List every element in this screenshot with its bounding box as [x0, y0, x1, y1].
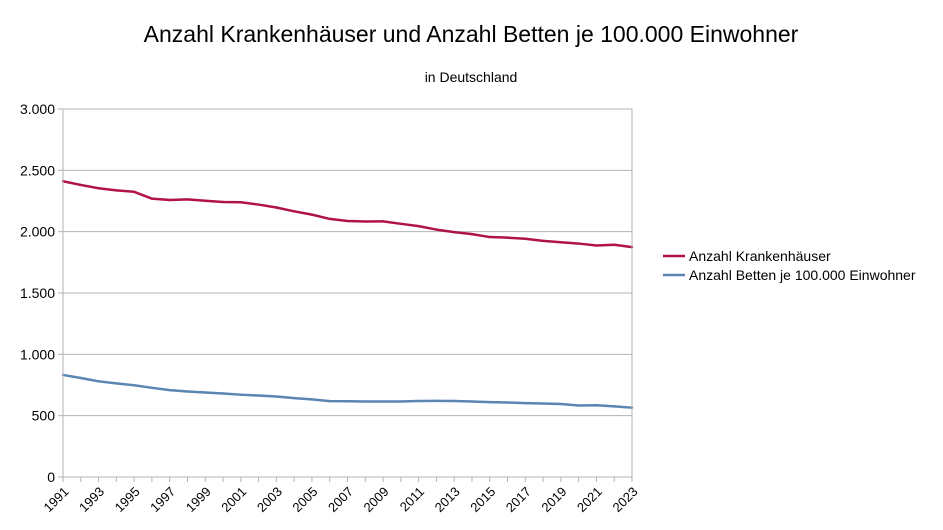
y-tick-label: 0 — [47, 469, 55, 485]
data-point — [292, 396, 296, 400]
data-point — [132, 190, 136, 193]
data-point — [115, 189, 118, 192]
x-tick-label: 1999 — [183, 484, 214, 515]
data-point — [470, 400, 474, 403]
data-point — [239, 201, 243, 204]
data-point — [97, 380, 100, 383]
x-tick-label: 2021 — [574, 484, 605, 515]
data-point — [452, 399, 456, 403]
data-point — [452, 230, 456, 234]
data-point — [613, 405, 616, 408]
data-point — [275, 395, 278, 398]
series-line-1 — [62, 180, 633, 249]
data-point — [346, 219, 349, 223]
data-point — [417, 399, 420, 403]
data-point — [435, 228, 438, 231]
y-tick-label: 500 — [32, 408, 56, 424]
data-point — [115, 382, 118, 385]
data-point — [257, 394, 260, 397]
data-point — [559, 402, 563, 406]
data-point — [506, 236, 509, 239]
data-point — [506, 401, 509, 404]
data-point — [488, 400, 491, 404]
x-tick-label: 2009 — [361, 484, 392, 515]
chart-title: Anzahl Krankenhäuser und Anzahl Betten j… — [144, 21, 799, 47]
x-tick-label: 1993 — [76, 484, 107, 515]
plot-area — [61, 180, 634, 409]
data-point — [364, 220, 367, 223]
data-point — [79, 183, 82, 187]
data-point — [186, 198, 189, 201]
data-point — [186, 390, 189, 393]
chart-subtitle: in Deutschland — [425, 69, 518, 85]
x-tick-label: 2013 — [432, 484, 463, 515]
x-tick-label: 2003 — [254, 484, 285, 515]
data-point — [541, 402, 545, 405]
x-tick-label: 1997 — [147, 484, 178, 515]
legend-label: Anzahl Betten je 100.000 Einwohner — [689, 267, 916, 283]
grid — [63, 108, 632, 417]
data-point — [239, 393, 243, 396]
y-tick-label: 1.000 — [20, 346, 55, 362]
data-point — [613, 243, 616, 246]
data-point — [381, 220, 385, 223]
x-tick-label: 2017 — [503, 484, 534, 515]
data-point — [150, 386, 154, 390]
x-tick-label: 2015 — [467, 484, 498, 515]
data-point — [595, 404, 598, 407]
data-point — [577, 404, 580, 407]
data-point — [381, 400, 385, 403]
x-tick-label: 2007 — [325, 484, 356, 515]
data-point — [346, 400, 349, 403]
data-point — [275, 206, 278, 209]
data-point — [257, 203, 260, 206]
data-point — [221, 392, 225, 395]
data-point — [204, 391, 207, 394]
x-tick-label: 2005 — [289, 484, 320, 515]
series-line-2 — [62, 373, 633, 409]
data-point — [132, 384, 136, 387]
data-point — [292, 210, 296, 213]
x-tick-label: 2023 — [609, 484, 640, 515]
data-point — [399, 222, 403, 226]
data-point — [435, 399, 438, 403]
x-tick-label: 2011 — [397, 484, 427, 514]
data-point — [559, 241, 563, 244]
data-point — [221, 200, 225, 204]
data-point — [97, 187, 100, 190]
data-point — [328, 399, 331, 403]
data-point — [417, 224, 420, 228]
x-tick-label: 2001 — [218, 484, 249, 515]
y-tick-label: 1.500 — [20, 285, 55, 301]
data-point — [541, 239, 545, 243]
data-point — [79, 376, 82, 380]
data-point — [399, 400, 403, 403]
y-tick-label: 2.000 — [20, 224, 55, 240]
data-point — [577, 242, 580, 245]
data-point — [204, 199, 207, 202]
y-tick-label: 3.000 — [20, 101, 55, 117]
data-point — [524, 401, 527, 405]
data-point — [168, 388, 171, 392]
legend: Anzahl Krankenhäuser Anzahl Betten je 100… — [663, 248, 916, 283]
x-tick-label: 2019 — [538, 484, 569, 515]
x-tick-label: 1991 — [40, 484, 71, 515]
data-point — [310, 213, 314, 216]
data-point — [328, 217, 331, 221]
legend-label: Anzahl Krankenhäuser — [689, 248, 831, 264]
data-point — [524, 237, 527, 240]
data-point — [150, 197, 154, 200]
data-point — [168, 198, 171, 202]
x-tick-label: 1995 — [112, 484, 143, 515]
data-point — [364, 400, 367, 403]
data-point — [470, 232, 474, 236]
data-point — [310, 398, 314, 401]
data-point — [488, 235, 491, 239]
data-point — [595, 244, 598, 247]
y-tick-label: 2.500 — [20, 162, 55, 178]
